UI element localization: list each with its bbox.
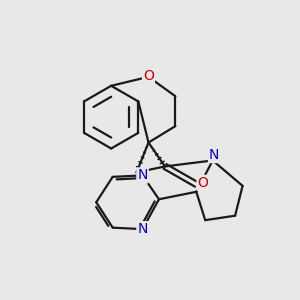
Text: N: N: [137, 222, 148, 236]
Text: O: O: [143, 69, 154, 83]
Text: N: N: [209, 148, 219, 162]
Text: O: O: [197, 176, 208, 190]
Text: N: N: [137, 168, 148, 182]
